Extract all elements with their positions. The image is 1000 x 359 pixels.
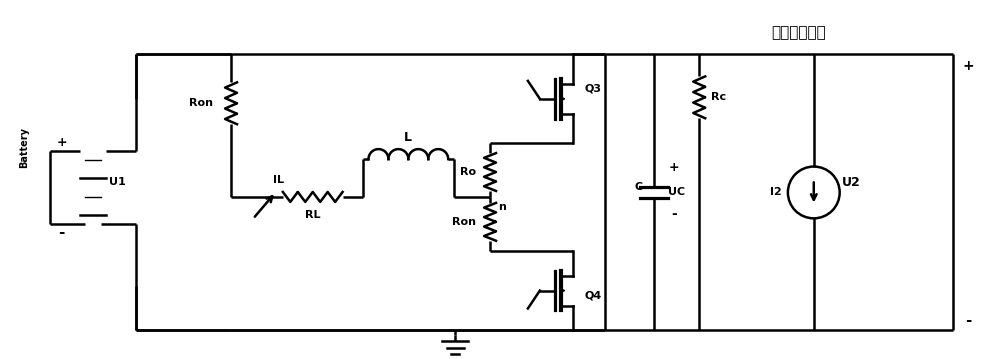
Text: -: - [671, 208, 677, 222]
Text: Battery: Battery [19, 127, 29, 168]
Text: Ro: Ro [460, 167, 476, 177]
Text: L: L [404, 131, 412, 144]
Text: +: + [669, 161, 680, 174]
Text: Ron: Ron [189, 98, 213, 108]
Text: UC: UC [668, 187, 685, 197]
Text: U2: U2 [842, 176, 861, 189]
Text: RL: RL [305, 210, 320, 220]
Text: Rc: Rc [711, 92, 726, 102]
Text: Q4: Q4 [585, 290, 602, 300]
Text: U1: U1 [109, 177, 126, 187]
Text: C: C [634, 182, 642, 192]
Text: Ron: Ron [452, 217, 476, 227]
Text: 直流母线电压: 直流母线电压 [771, 25, 826, 40]
Text: Q3: Q3 [585, 84, 602, 94]
Text: n: n [498, 202, 506, 212]
Text: IL: IL [273, 175, 284, 185]
Text: I2: I2 [770, 187, 782, 197]
Text: +: + [962, 60, 974, 74]
Text: -: - [59, 225, 65, 240]
Text: -: - [965, 313, 971, 328]
Text: +: + [56, 136, 67, 149]
